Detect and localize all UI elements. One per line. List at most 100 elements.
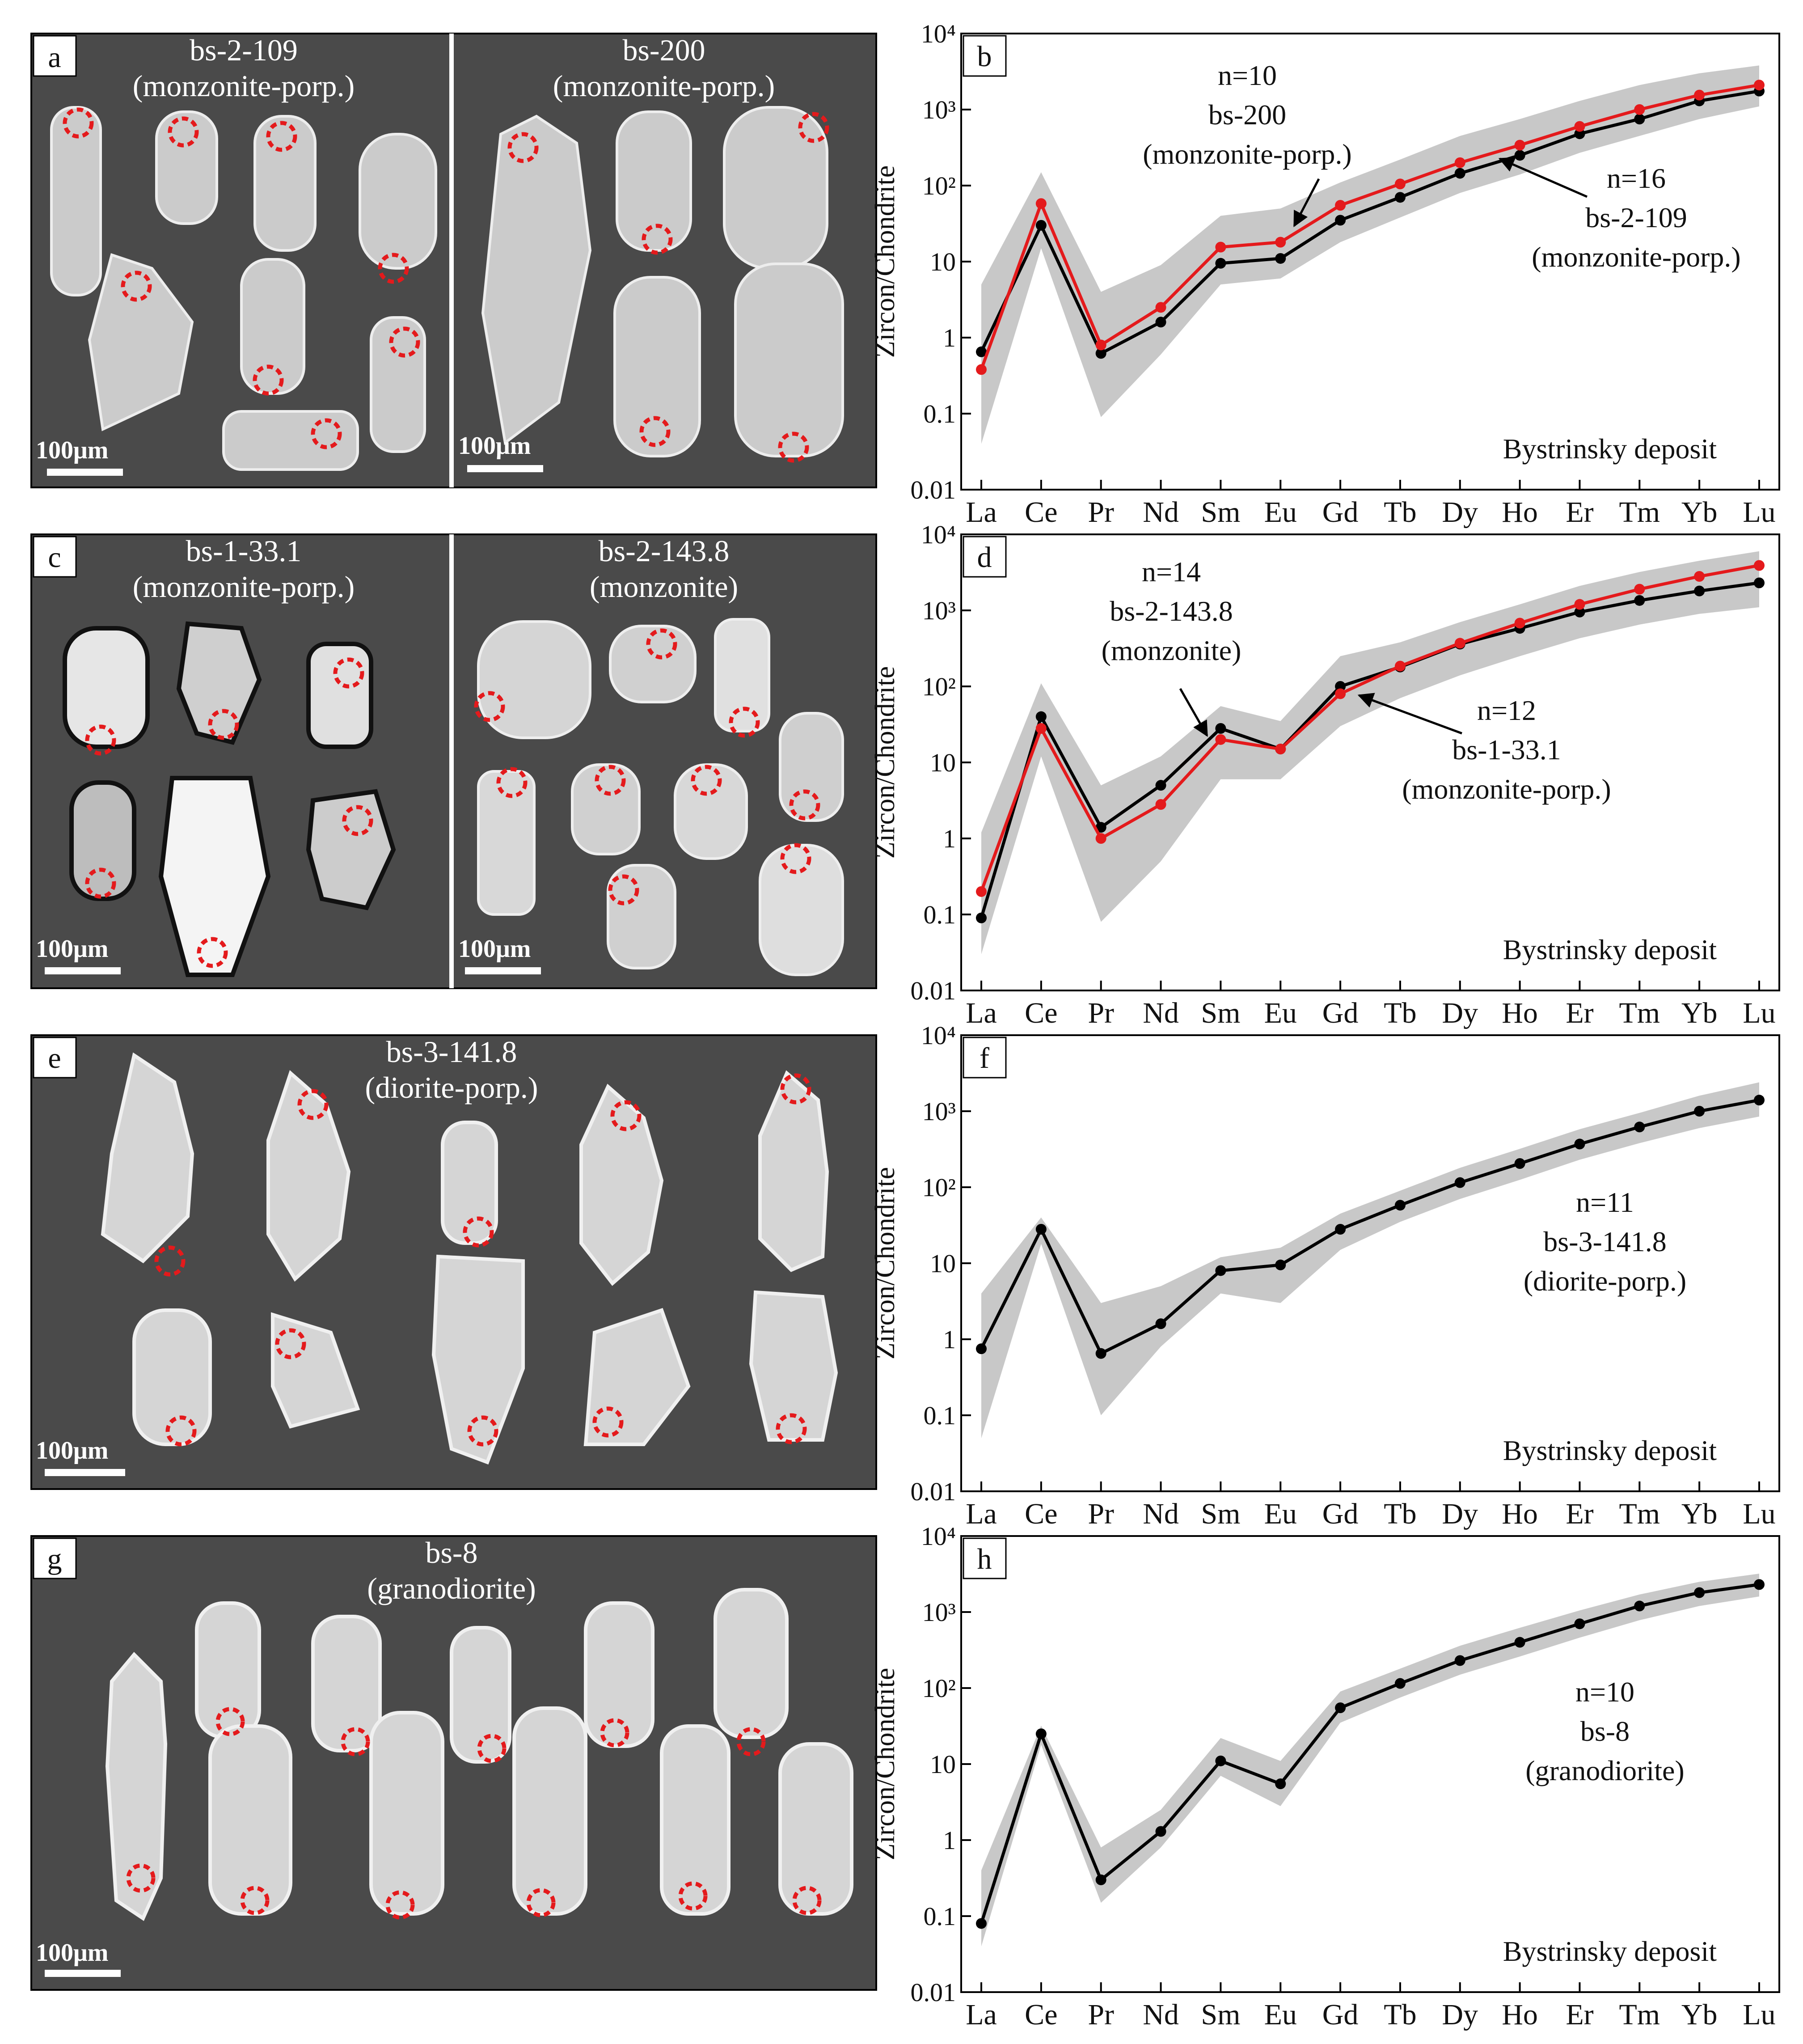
zircon-grains <box>105 1588 853 1921</box>
rock-type: (diorite-porp.) <box>365 1071 538 1105</box>
analysis-spots <box>85 628 820 968</box>
y-axis-label: Zircon/Chondrite <box>870 1167 900 1359</box>
y-tick-label: 0.1 <box>924 1902 956 1931</box>
data-point-dy <box>1454 1655 1465 1666</box>
panel-letter-box <box>963 1037 1007 1079</box>
x-tick-label-dy: Dy <box>1442 1998 1478 2031</box>
deposit-label: Bystrinsky deposit <box>1503 433 1717 465</box>
x-tick-label-er: Er <box>1566 1498 1593 1530</box>
annotation-arrow <box>1498 157 1588 198</box>
x-tick-label-tm: Tm <box>1619 1998 1660 2031</box>
x-tick-label-lu: Lu <box>1743 997 1775 1029</box>
x-tick-label-pr: Pr <box>1088 997 1114 1029</box>
data-point-eu <box>1275 1778 1286 1790</box>
cl-panel-g: g bs-8 (granodiorite) 100μm <box>30 1535 877 1991</box>
data-point-gd <box>1335 215 1346 226</box>
data-point-gd <box>1335 200 1346 211</box>
y-tick-label: 10³ <box>922 1598 956 1627</box>
y-tick-label: 10⁴ <box>921 19 956 48</box>
data-point-yb <box>1694 1106 1705 1117</box>
x-tick-label-la: La <box>966 1998 997 2031</box>
y-tick-label: 10⁴ <box>921 1021 956 1050</box>
annotation-line: (monzonite-porp.) <box>1532 241 1740 273</box>
data-point-la <box>976 886 987 897</box>
scale-bar-label: 100μm <box>36 436 108 464</box>
cl-panel-c: c bs-1-33.1 (monzonite-porp.) bs-2-143.8… <box>30 533 877 989</box>
data-point-pr <box>1095 1874 1106 1885</box>
data-point-ce <box>1035 198 1047 209</box>
x-tick-label-la: La <box>966 496 997 529</box>
data-point-sm <box>1215 734 1226 745</box>
sample-name: bs-2-143.8 <box>599 534 730 568</box>
ree-envelope-band <box>981 1082 1759 1439</box>
data-point-er <box>1574 599 1585 610</box>
data-point-ho <box>1514 1637 1525 1648</box>
x-tick-label-tb: Tb <box>1384 997 1416 1029</box>
y-tick-label: 0.1 <box>924 399 956 428</box>
x-tick-label-eu: Eu <box>1264 1498 1297 1530</box>
scale-bar-label: 100μm <box>36 1939 108 1967</box>
y-tick-label: 0.01 <box>911 1978 956 2007</box>
ree-chart-h: 0.01 0.1 1 10 10² 10³ 10⁴ La Ce Pr Nd Sm Eu Gd Tb Dy Ho E… <box>870 1522 1780 2031</box>
data-point-ho <box>1514 150 1525 161</box>
ree-charts: 0.01 0.1 1 10 10² 10³ 10⁴ La Ce Pr Nd Sm Eu Gd Tb Dy Ho E… <box>870 19 1780 2031</box>
x-tick-label-la: La <box>966 997 997 1029</box>
series-line-bs-8 <box>980 1583 1760 1924</box>
x-tick-label-ho: Ho <box>1502 1498 1538 1530</box>
x-tick-label-nd: Nd <box>1143 496 1179 529</box>
y-axis-label: Zircon/Chondrite <box>870 165 900 358</box>
data-point-nd <box>1155 780 1166 791</box>
x-tick-label-yb: Yb <box>1681 997 1718 1029</box>
sample-name: bs-8 <box>425 1536 477 1570</box>
y-tick-label: 10³ <box>922 95 956 124</box>
panel-letter: a <box>48 41 61 74</box>
x-tick-label-tm: Tm <box>1619 496 1660 529</box>
x-tick-label-pr: Pr <box>1088 1498 1114 1530</box>
data-point-dy <box>1454 638 1465 649</box>
y-axis-label: Zircon/Chondrite <box>870 1668 900 1860</box>
panel-letter-box <box>33 35 77 77</box>
x-tick-label-sm: Sm <box>1201 1498 1240 1530</box>
scale-bar <box>45 1469 125 1476</box>
data-point-lu <box>1754 560 1765 571</box>
y-tick-label: 0.01 <box>911 1477 956 1506</box>
data-point-sm <box>1215 723 1226 734</box>
sample-name: bs-200 <box>622 33 705 67</box>
data-point-ce <box>1035 1728 1047 1739</box>
x-tick-label-ho: Ho <box>1502 496 1538 529</box>
data-point-gd <box>1335 1702 1346 1714</box>
annotation-line: bs-2-109 <box>1585 202 1687 233</box>
data-point-ce <box>1035 1223 1047 1235</box>
scale-bar <box>45 1970 121 1977</box>
panel-letter-box <box>33 536 77 578</box>
x-tick-label-nd: Nd <box>1143 997 1179 1029</box>
data-point-pr <box>1095 339 1106 351</box>
y-tick-label: 10 <box>930 748 956 777</box>
x-tick-label-yb: Yb <box>1681 1498 1718 1530</box>
y-tick-label: 10³ <box>922 596 956 625</box>
deposit-label: Bystrinsky deposit <box>1503 1935 1717 1967</box>
scale-bar-label: 100μm <box>458 432 531 460</box>
data-point-dy <box>1454 157 1465 168</box>
panel-letter-box <box>963 536 1007 578</box>
x-tick-label-dy: Dy <box>1442 1498 1478 1530</box>
x-tick-label-ce: Ce <box>1025 1498 1057 1530</box>
x-tick-label-ce: Ce <box>1025 496 1057 529</box>
data-point-eu <box>1275 253 1286 264</box>
data-point-eu <box>1275 744 1286 755</box>
y-tick-label: 0.1 <box>924 1401 956 1430</box>
x-tick-label-pr: Pr <box>1088 1998 1114 2031</box>
data-point-dy <box>1454 1177 1465 1188</box>
y-tick-label: 10 <box>930 1750 956 1779</box>
panel-letter: h <box>977 1543 992 1575</box>
data-point-nd <box>1155 1318 1166 1329</box>
data-point-tm <box>1634 1121 1645 1133</box>
y-tick-label: 10² <box>922 1173 956 1202</box>
x-tick-label-sm: Sm <box>1201 496 1240 529</box>
panel-letter-box <box>33 1537 77 1579</box>
y-tick-label: 1 <box>943 824 956 853</box>
data-point-lu <box>1754 577 1765 588</box>
data-point-ce <box>1035 220 1047 231</box>
data-point-er <box>1574 121 1585 132</box>
x-tick-label-nd: Nd <box>1143 1498 1179 1530</box>
